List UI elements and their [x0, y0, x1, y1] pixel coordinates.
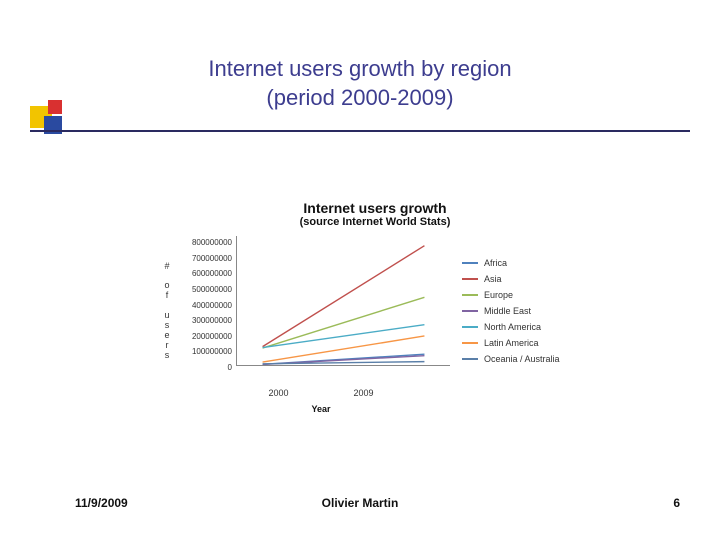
legend-swatch — [462, 262, 478, 264]
series-line — [263, 325, 425, 348]
y-axis-ticks: 800000000 700000000 600000000 500000000 4000… — [178, 236, 236, 386]
slide-title: Internet users growth by region (period … — [170, 55, 550, 112]
x-tick: 2000 — [268, 388, 288, 398]
plot-svg — [237, 236, 450, 365]
y-axis-label: # of users — [160, 236, 174, 386]
title-rule — [30, 130, 690, 132]
logo-square-red — [48, 100, 62, 114]
legend-swatch — [462, 294, 478, 296]
slide-title-line2: (period 2000-2009) — [266, 85, 453, 110]
series-line — [263, 246, 425, 347]
legend-label: Europe — [484, 290, 513, 300]
legend-item: Oceania / Australia — [462, 354, 590, 364]
legend-item: Asia — [462, 274, 590, 284]
slide-title-line1: Internet users growth by region — [208, 56, 511, 81]
chart-container: Internet users growth (source Internet W… — [160, 200, 590, 410]
logo-block — [30, 100, 80, 142]
y-tick: 500000000 — [178, 285, 232, 294]
y-tick: 0 — [178, 363, 232, 372]
chart-title: Internet users growth — [160, 200, 590, 216]
x-axis-ticks: 2000 2009 — [236, 388, 406, 398]
legend: Africa Asia Europe Middle East North America… — [450, 236, 590, 386]
y-tick: 700000000 — [178, 254, 232, 263]
legend-label: Oceania / Australia — [484, 354, 560, 364]
x-axis-label: Year — [236, 404, 406, 414]
chart-body: # of users 800000000 700000000 600000000 50… — [160, 236, 590, 386]
footer-page: 6 — [673, 496, 680, 510]
y-tick: 800000000 — [178, 238, 232, 247]
legend-swatch — [462, 326, 478, 328]
legend-item: Middle East — [462, 306, 590, 316]
legend-label: Asia — [484, 274, 502, 284]
y-tick: 100000000 — [178, 347, 232, 356]
legend-swatch — [462, 278, 478, 280]
legend-label: Middle East — [484, 306, 531, 316]
y-tick: 300000000 — [178, 316, 232, 325]
legend-item: Europe — [462, 290, 590, 300]
legend-label: Africa — [484, 258, 507, 268]
legend-item: North America — [462, 322, 590, 332]
y-tick: 600000000 — [178, 269, 232, 278]
legend-label: North America — [484, 322, 541, 332]
chart-subtitle: (source Internet World Stats) — [160, 216, 590, 228]
legend-swatch — [462, 310, 478, 312]
y-tick: 200000000 — [178, 332, 232, 341]
plot-area — [236, 236, 450, 366]
legend-swatch — [462, 342, 478, 344]
legend-item: Africa — [462, 258, 590, 268]
legend-label: Latin America — [484, 338, 539, 348]
legend-item: Latin America — [462, 338, 590, 348]
x-tick: 2009 — [353, 388, 373, 398]
legend-swatch — [462, 358, 478, 360]
y-tick: 400000000 — [178, 301, 232, 310]
footer-author: Olivier Martin — [0, 496, 720, 510]
